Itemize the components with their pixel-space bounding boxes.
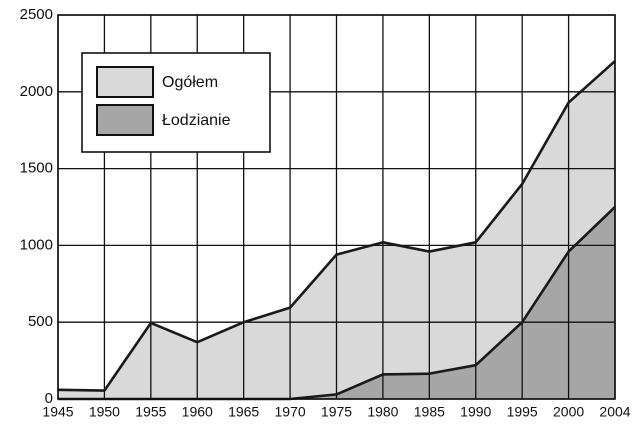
legend-label: Łodzianie — [162, 112, 231, 129]
x-tick-label: 1945 — [42, 404, 73, 420]
y-tick-label: 2500 — [20, 6, 53, 23]
area — [58, 207, 615, 399]
x-tick-label: 1975 — [321, 404, 352, 420]
x-tick-label: 1950 — [89, 404, 120, 420]
x-tick-label: 1955 — [135, 404, 166, 420]
y-tick-label: 1000 — [20, 236, 53, 253]
x-tick-label: 2004 — [599, 404, 630, 420]
x-tick-label: 1990 — [460, 404, 491, 420]
x-tick-label: 1960 — [182, 404, 213, 420]
x-tick-label: 1980 — [367, 404, 398, 420]
x-tick-label: 1965 — [228, 404, 259, 420]
area-line — [57, 60, 616, 392]
x-tick-label: 1970 — [275, 404, 306, 420]
x-tick-label: 1985 — [414, 404, 445, 420]
y-tick-label: 2000 — [20, 83, 53, 100]
legend-swatch — [96, 66, 154, 98]
y-tick-label: 500 — [28, 313, 53, 330]
x-tick-label: 2000 — [553, 404, 584, 420]
legend-label: Ogółem — [162, 74, 218, 91]
legend-swatch — [96, 104, 154, 136]
x-tick-label: 1995 — [507, 404, 538, 420]
y-tick-label: 1500 — [20, 160, 53, 177]
plot-frame — [57, 14, 616, 400]
y-tick-label: 0 — [45, 390, 53, 407]
